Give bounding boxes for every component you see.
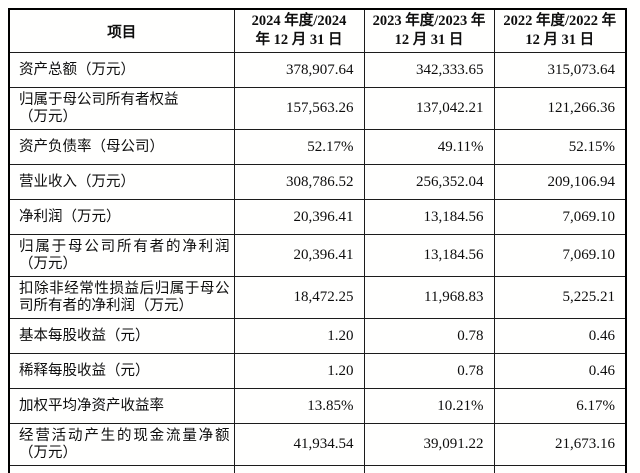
row-label: 资产负债率（母公司） bbox=[8, 129, 235, 165]
row-value: 7,069.10 bbox=[493, 234, 627, 277]
row-label: 净利润（万元） bbox=[8, 199, 235, 235]
row-value: 342,333.65 bbox=[363, 52, 495, 88]
row-value: 52.15% bbox=[493, 129, 627, 165]
table-row: 稀释每股收益（元） 1.20 0.78 0.46 bbox=[8, 353, 627, 389]
financial-summary-table: 项目 2024 年度/2024 年 12 月 31 日 2023 年度/2023 年… bbox=[8, 8, 627, 473]
row-value: 7,069.10 bbox=[493, 199, 627, 235]
row-value: 13,184.56 bbox=[363, 234, 495, 277]
row-value: 256,352.04 bbox=[363, 164, 495, 200]
row-label: 加权平均净资产收益率 bbox=[8, 388, 235, 424]
row-value: 10.21% bbox=[363, 388, 495, 424]
row-value: - bbox=[363, 465, 495, 473]
table-body: 资产总额（万元） 378,907.64 342,333.65 315,073.64 归属… bbox=[8, 52, 627, 473]
row-value: 0.46 bbox=[493, 318, 627, 354]
row-value: 378,907.64 bbox=[233, 52, 365, 88]
row-value: 13.85% bbox=[233, 388, 365, 424]
table-row: 归属于母公司所有者权益 （万元） 157,563.26 137,042.21 121,2… bbox=[8, 87, 627, 130]
row-value: 157,563.26 bbox=[233, 87, 365, 130]
row-value: 41,934.54 bbox=[233, 423, 365, 466]
table-row: 扣除非经常性损益后归属于母公 司所有者的净利润（万元） 18,472.25 11,96… bbox=[8, 276, 627, 319]
row-value: 137,042.21 bbox=[363, 87, 495, 130]
table-header-row: 项目 2024 年度/2024 年 12 月 31 日 2023 年度/2023 年… bbox=[8, 8, 627, 53]
row-value: 21,673.16 bbox=[493, 423, 627, 466]
row-label: 经营活动产生的现金流量净额 （万元） bbox=[8, 423, 235, 466]
row-value: 20,396.41 bbox=[233, 199, 365, 235]
row-value: 11,968.83 bbox=[363, 276, 495, 319]
table-row: 营业收入（万元） 308,786.52 256,352.04 209,106.94 bbox=[8, 164, 627, 200]
row-value: 1.20 bbox=[233, 318, 365, 354]
header-period-column-0: 2024 年度/2024 年 12 月 31 日 bbox=[233, 8, 365, 53]
row-value: 121,266.36 bbox=[493, 87, 627, 130]
table-row: 归属于母公司所有者的净利润 （万元） 20,396.41 13,184.56 7,069… bbox=[8, 234, 627, 277]
row-value: 0.46 bbox=[493, 353, 627, 389]
row-value: - bbox=[493, 465, 627, 473]
row-label: 基本每股收益（元） bbox=[8, 318, 235, 354]
row-value: 39,091.22 bbox=[363, 423, 495, 466]
table-row: 加权平均净资产收益率 13.85% 10.21% 6.17% bbox=[8, 388, 627, 424]
table-row: 资产总额（万元） 378,907.64 342,333.65 315,073.64 bbox=[8, 52, 627, 88]
row-label: 现金分红（万元） bbox=[8, 465, 235, 473]
row-value: - bbox=[233, 465, 365, 473]
header-period-column-2: 2022 年度/2022 年 12 月 31 日 bbox=[493, 8, 627, 53]
row-value: 49.11% bbox=[363, 129, 495, 165]
row-label: 归属于母公司所有者的净利润 （万元） bbox=[8, 234, 235, 277]
row-value: 308,786.52 bbox=[233, 164, 365, 200]
row-label: 归属于母公司所有者权益 （万元） bbox=[8, 87, 235, 130]
header-item-column: 项目 bbox=[8, 8, 235, 53]
row-value: 18,472.25 bbox=[233, 276, 365, 319]
table-row: 资产负债率（母公司） 52.17% 49.11% 52.15% bbox=[8, 129, 627, 165]
row-value: 13,184.56 bbox=[363, 199, 495, 235]
header-period-column-1: 2023 年度/2023 年 12 月 31 日 bbox=[363, 8, 495, 53]
row-value: 315,073.64 bbox=[493, 52, 627, 88]
row-value: 52.17% bbox=[233, 129, 365, 165]
row-value: 0.78 bbox=[363, 353, 495, 389]
row-value: 209,106.94 bbox=[493, 164, 627, 200]
row-value: 6.17% bbox=[493, 388, 627, 424]
table-row: 基本每股收益（元） 1.20 0.78 0.46 bbox=[8, 318, 627, 354]
row-value: 5,225.21 bbox=[493, 276, 627, 319]
row-label: 扣除非经常性损益后归属于母公 司所有者的净利润（万元） bbox=[8, 276, 235, 319]
row-value: 1.20 bbox=[233, 353, 365, 389]
row-label: 稀释每股收益（元） bbox=[8, 353, 235, 389]
row-value: 20,396.41 bbox=[233, 234, 365, 277]
table-row: 经营活动产生的现金流量净额 （万元） 41,934.54 39,091.22 21,67… bbox=[8, 423, 627, 466]
row-label: 营业收入（万元） bbox=[8, 164, 235, 200]
table-row: 现金分红（万元）--- bbox=[8, 465, 627, 473]
row-label: 资产总额（万元） bbox=[8, 52, 235, 88]
table-row: 净利润（万元） 20,396.41 13,184.56 7,069.10 bbox=[8, 199, 627, 235]
row-value: 0.78 bbox=[363, 318, 495, 354]
